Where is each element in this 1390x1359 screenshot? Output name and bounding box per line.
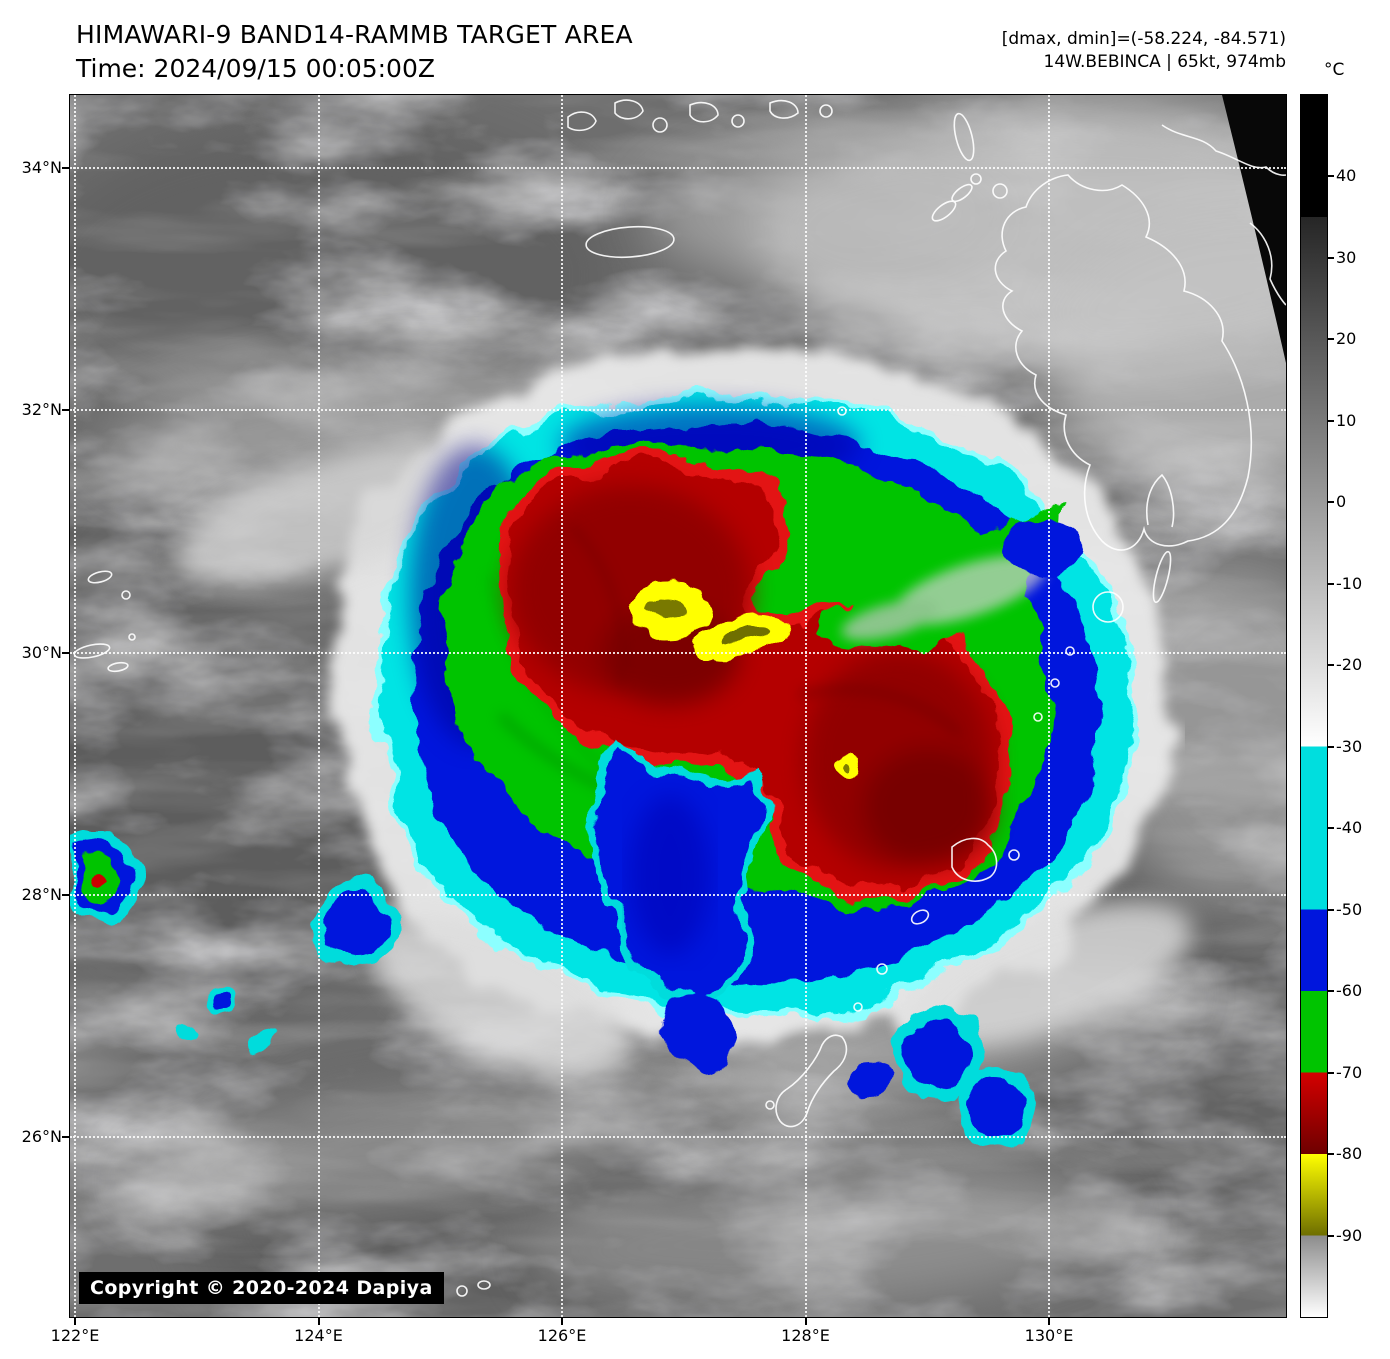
dmax-dmin-readout: [dmax, dmin]=(-58.224, -84.571) <box>1001 29 1286 49</box>
lon-tick-mark <box>804 1318 807 1325</box>
coastlines <box>73 99 1286 1297</box>
lon-label: 126°E <box>537 1326 587 1345</box>
dry-slot-blue-pocket <box>1003 521 1087 573</box>
colorbar-unit-label: °C <box>1324 60 1345 80</box>
colorbar-tick-label: -60 <box>1336 981 1363 1001</box>
title-block: HIMAWARI-9 BAND14-RAMMB TARGET AREA Time… <box>76 20 633 83</box>
colorbar-tick-mark <box>1328 1153 1334 1156</box>
scan-edge-wedge <box>1222 95 1286 363</box>
lon-label: 122°E <box>50 1326 100 1345</box>
southeast-blobs <box>852 1007 1036 1147</box>
colorbar-tick-mark <box>1328 827 1334 830</box>
colorbar-tick-label: 0 <box>1336 492 1347 512</box>
colorbar-tick-label: -90 <box>1336 1225 1363 1245</box>
colorbar-tick-mark <box>1328 990 1334 993</box>
colorbar-tick-mark <box>1328 745 1334 748</box>
lon-tick-mark <box>1048 1318 1050 1325</box>
storm-halo-tails <box>176 443 1193 1076</box>
lon-label: 128°E <box>781 1326 830 1345</box>
lat-label: 34°N <box>21 158 62 177</box>
colorbar-tick-label: -40 <box>1336 818 1363 838</box>
lat-tick-mark <box>62 167 69 169</box>
lon-label: 124°E <box>294 1326 343 1345</box>
product-title: HIMAWARI-9 BAND14-RAMMB TARGET AREA <box>76 20 633 49</box>
storm-dark-red-shading <box>510 485 993 870</box>
storm-info-readout: 14W.BEBINCA | 65kt, 974mb <box>1043 52 1286 72</box>
colorbar-tick-mark <box>1328 1071 1334 1074</box>
annotations: [dmax, dmin]=(-58.224, -84.571) 14W.BEBI… <box>1002 28 1286 74</box>
coldest-yellow-spots <box>630 584 864 780</box>
south-tail-shading <box>630 795 710 955</box>
colorbar-tick-label: -70 <box>1336 1062 1363 1082</box>
colorbar-tick-label: 10 <box>1336 410 1357 430</box>
colorbar-tick-label: -80 <box>1336 1144 1363 1164</box>
colorbar-tick-labels: 40 30 20 10 0 -10 -20 -30 -40 -50 -60 -70 -80 -90 <box>1336 95 1388 1317</box>
colorbar-tick-label: -30 <box>1336 736 1363 756</box>
lat-label: 28°N <box>21 884 62 904</box>
lon-tick-mark <box>74 1318 76 1325</box>
colorbar-tick-mark <box>1328 256 1334 259</box>
lon-tick-mark <box>317 1318 320 1325</box>
colorbar-tick-mark <box>1328 908 1334 911</box>
lat-tick-mark <box>62 409 69 412</box>
colorbar-tick-label: -10 <box>1336 573 1363 593</box>
colorbar-tick-label: -50 <box>1336 899 1363 919</box>
colorbar-tick-mark <box>1328 664 1334 667</box>
lat-label: 30°N <box>21 642 62 662</box>
colorbar-tick-mark <box>1328 419 1334 422</box>
satellite-map: Copyright © 2020-2024 Dapiya <box>69 94 1287 1318</box>
lon-label: 130°E <box>1024 1326 1074 1345</box>
colorbar-tick-label: 30 <box>1336 247 1357 267</box>
lat-label: 32°N <box>21 400 62 420</box>
lat-tick-mark <box>62 651 69 654</box>
dry-slot-gray-streaks <box>841 555 1047 641</box>
lat-tick-mark <box>62 893 69 896</box>
colorbar-tick-label: 20 <box>1336 329 1357 349</box>
copyright-badge: Copyright © 2020-2024 Dapiya <box>79 1272 444 1304</box>
lat-label: 26°N <box>21 1127 62 1146</box>
colorbar-tick-mark <box>1328 175 1334 178</box>
time-label: Time: 2024/09/15 00:05:00Z <box>76 54 435 83</box>
southwest-blobs <box>70 832 401 1052</box>
colorbar-tick-label: 40 <box>1336 166 1357 186</box>
colorbar <box>1300 94 1328 1318</box>
colorbar-tick-label: -20 <box>1336 655 1363 675</box>
colorbar-tick-mark <box>1328 338 1334 341</box>
storm-red-filaments <box>567 522 964 739</box>
south-blue-fragment <box>665 992 735 1074</box>
satellite-imagery <box>70 95 1286 1317</box>
colorbar-tick-mark <box>1328 582 1334 585</box>
lon-tick-mark <box>561 1318 563 1325</box>
colorbar-gradient <box>1301 95 1327 1317</box>
colorbar-tick-marks <box>1328 95 1334 1317</box>
lat-tick-mark <box>62 1136 69 1138</box>
colorbar-tick-mark <box>1328 1234 1334 1237</box>
colorbar-tick-mark <box>1328 501 1334 504</box>
